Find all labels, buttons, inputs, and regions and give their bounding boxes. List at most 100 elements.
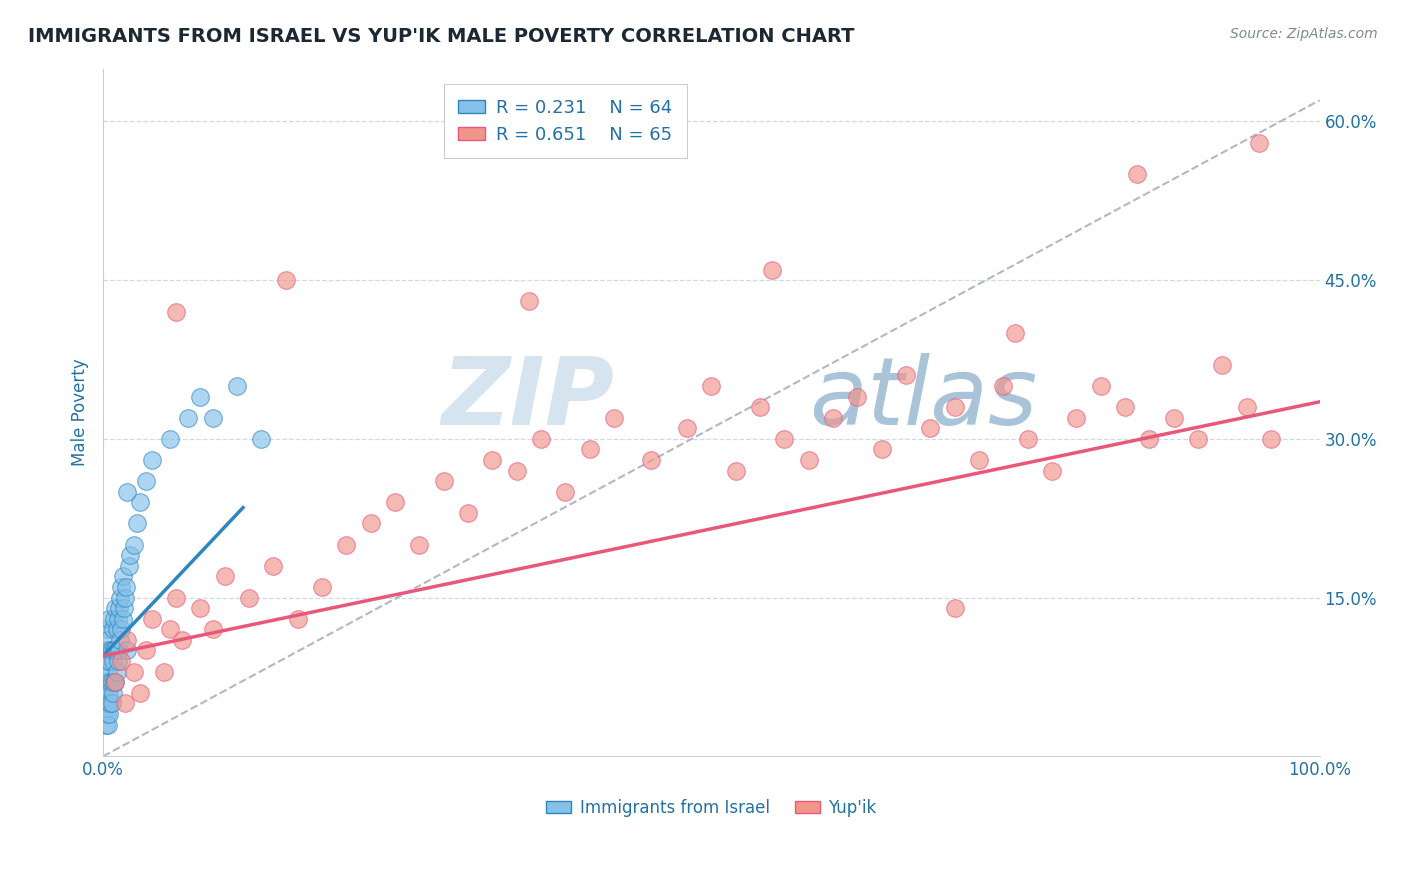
Point — [101, 654, 124, 668]
Point — [100, 697, 122, 711]
Point — [97, 632, 120, 647]
Point — [107, 654, 129, 668]
Point — [517, 294, 540, 309]
Point — [274, 273, 297, 287]
Point — [141, 612, 163, 626]
Point — [1247, 136, 1270, 150]
Point — [108, 591, 131, 605]
Point — [97, 717, 120, 731]
Point — [846, 390, 869, 404]
Text: atlas: atlas — [808, 353, 1036, 444]
Point — [165, 591, 187, 605]
Point — [433, 474, 456, 488]
Point — [287, 612, 309, 626]
Point — [797, 453, 820, 467]
Point — [135, 474, 157, 488]
Point — [384, 495, 406, 509]
Point — [190, 390, 212, 404]
Point — [110, 654, 132, 668]
Point — [870, 442, 893, 457]
Point — [111, 569, 134, 583]
Point — [108, 632, 131, 647]
Point — [153, 665, 176, 679]
Point — [700, 379, 723, 393]
Point — [118, 558, 141, 573]
Point — [335, 538, 357, 552]
Point — [920, 421, 942, 435]
Point — [104, 601, 127, 615]
Point — [108, 643, 131, 657]
Point — [1064, 410, 1087, 425]
Point — [118, 548, 141, 562]
Point — [773, 432, 796, 446]
Point — [128, 686, 150, 700]
Legend: Immigrants from Israel, Yup'ik: Immigrants from Israel, Yup'ik — [540, 792, 883, 823]
Point — [103, 675, 125, 690]
Point — [1090, 379, 1112, 393]
Point — [457, 506, 479, 520]
Point — [172, 632, 194, 647]
Point — [1211, 358, 1233, 372]
Point — [108, 601, 131, 615]
Point — [1017, 432, 1039, 446]
Point — [1040, 464, 1063, 478]
Point — [1137, 432, 1160, 446]
Point — [93, 686, 115, 700]
Point — [114, 591, 136, 605]
Point — [96, 654, 118, 668]
Point — [128, 495, 150, 509]
Point — [1236, 400, 1258, 414]
Point — [1114, 400, 1136, 414]
Point — [821, 410, 844, 425]
Point — [262, 558, 284, 573]
Point — [530, 432, 553, 446]
Point — [967, 453, 990, 467]
Point — [117, 632, 139, 647]
Point — [749, 400, 772, 414]
Point — [1260, 432, 1282, 446]
Point — [943, 400, 966, 414]
Point — [107, 612, 129, 626]
Point — [201, 410, 224, 425]
Point — [311, 580, 333, 594]
Point — [98, 654, 121, 668]
Point — [640, 453, 662, 467]
Point — [159, 432, 181, 446]
Point — [114, 697, 136, 711]
Point — [201, 622, 224, 636]
Point — [141, 453, 163, 467]
Point — [159, 622, 181, 636]
Point — [1126, 167, 1149, 181]
Point — [94, 697, 117, 711]
Point — [250, 432, 273, 446]
Y-axis label: Male Poverty: Male Poverty — [72, 359, 89, 467]
Point — [135, 643, 157, 657]
Point — [101, 622, 124, 636]
Point — [360, 516, 382, 531]
Point — [122, 665, 145, 679]
Point — [98, 706, 121, 721]
Point — [104, 675, 127, 690]
Point — [105, 622, 128, 636]
Point — [190, 601, 212, 615]
Point — [676, 421, 699, 435]
Point — [96, 622, 118, 636]
Point — [103, 643, 125, 657]
Point — [943, 601, 966, 615]
Point — [94, 643, 117, 657]
Point — [93, 706, 115, 721]
Point — [104, 643, 127, 657]
Point — [97, 665, 120, 679]
Point — [110, 580, 132, 594]
Point — [96, 706, 118, 721]
Point — [993, 379, 1015, 393]
Point — [894, 368, 917, 383]
Point — [93, 665, 115, 679]
Point — [100, 697, 122, 711]
Point — [100, 643, 122, 657]
Text: ZIP: ZIP — [441, 352, 614, 444]
Point — [1187, 432, 1209, 446]
Point — [98, 612, 121, 626]
Point — [111, 612, 134, 626]
Text: IMMIGRANTS FROM ISRAEL VS YUP'IK MALE POVERTY CORRELATION CHART: IMMIGRANTS FROM ISRAEL VS YUP'IK MALE PO… — [28, 27, 855, 45]
